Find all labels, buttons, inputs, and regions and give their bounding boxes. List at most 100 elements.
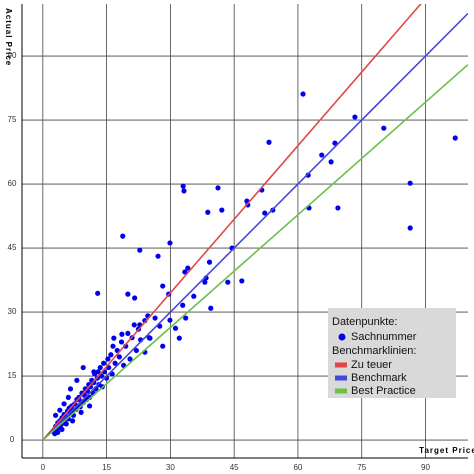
- data-point: [125, 291, 131, 297]
- data-point: [155, 253, 161, 259]
- data-point: [183, 315, 189, 321]
- data-point: [74, 377, 80, 383]
- legend-label: Sachnummer: [351, 331, 417, 343]
- data-point: [407, 180, 413, 186]
- data-point: [65, 394, 71, 401]
- data-point: [180, 183, 186, 189]
- legend-box: [328, 308, 456, 398]
- y-tick-label: 60: [8, 179, 17, 188]
- data-point: [407, 225, 413, 231]
- legend-swatch: [335, 388, 347, 394]
- y-axis-title: Actual Price: [4, 8, 13, 66]
- data-point: [176, 335, 182, 341]
- data-point: [69, 418, 76, 424]
- legend: Datenpunkte: Benchmarklinien: Sachnummer…: [328, 308, 456, 398]
- data-point: [137, 247, 143, 253]
- data-point: [95, 369, 101, 375]
- data-point: [300, 91, 306, 97]
- data-point: [215, 185, 221, 191]
- data-point: [167, 240, 173, 246]
- x-tick-label: 30: [166, 463, 175, 472]
- data-point: [205, 209, 211, 215]
- y-tick-label: 45: [8, 243, 17, 252]
- x-tick-label: 60: [293, 463, 302, 472]
- legend-label: Best Practice: [351, 385, 416, 397]
- data-point: [80, 364, 86, 371]
- data-point: [181, 188, 187, 194]
- legend-title: Datenpunkte:: [332, 316, 397, 328]
- data-point: [125, 330, 131, 337]
- y-tick-label: 75: [8, 115, 17, 124]
- data-point: [61, 401, 67, 407]
- data-point: [105, 356, 111, 362]
- data-point: [152, 315, 158, 321]
- legend-label: Zu teuer: [351, 359, 392, 371]
- x-tick-label: 90: [421, 463, 430, 472]
- y-tick-label: 15: [8, 371, 17, 380]
- data-point: [239, 278, 245, 284]
- data-point: [55, 429, 61, 435]
- data-point: [202, 279, 208, 285]
- data-point: [131, 322, 137, 328]
- y-tick-label: 0: [10, 435, 15, 444]
- data-point: [172, 325, 179, 331]
- data-point: [185, 265, 191, 271]
- data-point: [91, 369, 97, 375]
- data-point: [225, 279, 231, 285]
- data-point: [59, 426, 65, 433]
- data-point: [118, 339, 125, 345]
- data-point: [208, 305, 214, 311]
- data-point: [95, 290, 101, 296]
- data-point: [167, 317, 173, 323]
- data-point: [101, 360, 107, 366]
- y-tick-label: 30: [8, 307, 17, 316]
- x-tick-label: 0: [41, 463, 46, 472]
- data-point: [120, 233, 126, 239]
- data-point: [182, 269, 188, 275]
- data-point: [110, 343, 116, 349]
- data-point: [335, 205, 341, 211]
- legend-swatch: [335, 362, 347, 368]
- legend-label: Benchmark: [351, 372, 407, 384]
- data-point: [305, 172, 311, 178]
- legend-subtitle: Benchmarklinien:: [332, 345, 416, 357]
- data-point: [319, 152, 325, 158]
- grid: [22, 4, 468, 458]
- data-point: [191, 293, 197, 299]
- data-point: [87, 403, 93, 409]
- benchmark-line: [42, 4, 422, 441]
- data-point: [52, 412, 59, 418]
- x-axis-title: Target Price: [419, 446, 474, 455]
- data-point: [381, 125, 387, 131]
- data-point: [146, 335, 152, 341]
- data-point: [160, 343, 166, 349]
- data-point: [219, 207, 225, 213]
- data-point: [328, 159, 334, 165]
- x-tick-label: 75: [357, 463, 366, 472]
- data-point: [180, 302, 186, 308]
- data-point: [332, 140, 338, 146]
- data-point: [57, 407, 63, 413]
- data-point: [97, 364, 103, 371]
- data-point: [452, 135, 458, 141]
- data-point: [206, 259, 213, 265]
- data-point: [266, 139, 272, 145]
- data-point: [78, 409, 84, 415]
- legend-marker: [338, 333, 346, 341]
- data-point: [116, 354, 122, 360]
- benchmark-line: [42, 12, 468, 441]
- data-point: [108, 352, 114, 358]
- data-point: [63, 421, 69, 427]
- x-tick-label: 45: [230, 463, 239, 472]
- legend-swatch: [335, 375, 347, 381]
- x-tick-label: 15: [102, 463, 111, 472]
- data-point: [133, 347, 139, 354]
- data-point: [352, 114, 358, 120]
- plot-area: [42, 4, 468, 441]
- data-point: [87, 394, 93, 401]
- data-point: [119, 331, 125, 337]
- data-point: [160, 283, 166, 289]
- benchmark-line: [42, 63, 468, 441]
